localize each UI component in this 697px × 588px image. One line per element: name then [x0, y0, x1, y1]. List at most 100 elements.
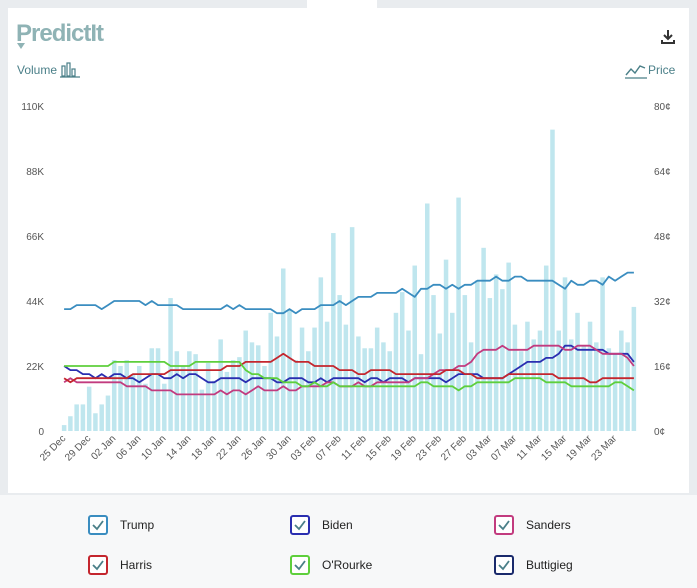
volume-bar	[237, 357, 242, 431]
volume-bar	[531, 339, 536, 431]
volume-bar	[543, 265, 549, 431]
legend-item-biden[interactable]: Biden	[290, 515, 353, 535]
checkbox-orourke[interactable]	[290, 555, 310, 575]
tab-notch	[307, 0, 377, 8]
checkbox-harris[interactable]	[88, 555, 108, 575]
volume-bar	[425, 203, 430, 431]
legend-label-biden: Biden	[322, 518, 353, 532]
volume-bar	[262, 366, 267, 431]
volume-bar	[99, 404, 104, 431]
legend-label-sanders: Sanders	[526, 518, 571, 532]
volume-bar	[349, 227, 355, 431]
volume-bar	[487, 298, 493, 431]
volume-bar	[268, 312, 273, 431]
line-chart-icon	[625, 62, 647, 85]
volume-bar	[80, 404, 86, 431]
volume-bar	[68, 416, 73, 431]
price-tick-label: 16¢	[654, 362, 671, 373]
x-tick-label: 03 Feb	[289, 433, 319, 463]
volume-bar	[281, 268, 286, 431]
legend-label-harris: Harris	[120, 558, 152, 572]
volume-bar	[130, 374, 136, 431]
checkbox-sanders[interactable]	[494, 515, 514, 535]
volume-bar	[481, 247, 486, 431]
volume-bar	[199, 389, 205, 431]
volume-bar	[462, 295, 468, 431]
volume-bar	[418, 354, 424, 431]
x-tick-label: 15 Feb	[364, 433, 394, 463]
price-tick-label: 0¢	[654, 427, 665, 438]
volume-bar	[556, 330, 561, 431]
volume-bar	[86, 386, 92, 431]
volume-bar	[406, 330, 411, 431]
legend-item-harris[interactable]: Harris	[88, 555, 152, 575]
volume-bar	[606, 348, 612, 431]
checkbox-biden[interactable]	[290, 515, 310, 535]
volume-tick-label: 66K	[26, 232, 44, 243]
volume-bar	[393, 312, 399, 431]
volume-bar	[506, 262, 511, 431]
series-line-trump	[64, 271, 634, 315]
x-tick-label: 10 Jan	[139, 433, 168, 462]
volume-bar	[356, 336, 361, 431]
x-tick-label: 29 Dec	[63, 433, 93, 463]
volume-bar	[337, 295, 342, 431]
legend-item-buttigieg[interactable]: Buttigieg	[494, 555, 573, 575]
volume-tick-label: 44K	[26, 297, 44, 308]
volume-axis-title: Volume	[17, 63, 58, 77]
volume-bar	[368, 348, 374, 431]
checkbox-buttigieg[interactable]	[494, 555, 514, 575]
x-tick-label: 02 Jan	[89, 433, 118, 462]
check-icon	[294, 560, 306, 571]
volume-tick-label: 22K	[26, 362, 44, 373]
volume-bar	[493, 274, 499, 431]
download-icon[interactable]	[661, 29, 675, 45]
volume-bar	[562, 277, 568, 431]
legend: Trump Biden Sanders Harris O'Rourke Butt…	[0, 495, 697, 588]
volume-bar	[174, 351, 180, 431]
x-tick-label: 30 Jan	[265, 433, 294, 462]
volume-bar	[525, 321, 530, 431]
check-icon	[92, 520, 104, 531]
x-tick-label: 23 Mar	[589, 433, 619, 463]
legend-label-orourke: O'Rourke	[322, 558, 373, 572]
volume-bar	[569, 339, 574, 431]
volume-bar	[143, 383, 148, 431]
volume-bar	[168, 298, 173, 431]
volume-bar	[331, 233, 336, 431]
predictit-logo: PredictIt	[16, 20, 104, 47]
price-tick-label: 80¢	[654, 102, 671, 113]
volume-bar	[93, 413, 98, 431]
checkbox-trump[interactable]	[88, 515, 108, 535]
volume-bar	[187, 351, 192, 431]
volume-bar	[581, 345, 587, 431]
x-tick-label: 07 Feb	[314, 433, 344, 463]
volume-bar	[180, 366, 186, 431]
volume-bar	[218, 339, 223, 431]
volume-bar	[224, 371, 230, 431]
volume-bar	[243, 330, 248, 431]
volume-tick-label: 88K	[26, 167, 44, 178]
volume-bar	[324, 321, 330, 431]
x-tick-label: 23 Feb	[414, 433, 444, 463]
x-tick-label: 14 Jan	[164, 433, 193, 462]
legend-item-orourke[interactable]: O'Rourke	[290, 555, 372, 575]
volume-bar	[306, 351, 311, 431]
x-tick-label: 03 Mar	[464, 433, 494, 463]
volume-bar	[387, 351, 392, 431]
volume-bar	[450, 312, 455, 431]
x-tick-label: 19 Feb	[389, 433, 419, 463]
volume-bar	[537, 330, 543, 431]
volume-bar	[105, 395, 111, 431]
check-icon	[92, 560, 104, 571]
x-tick-label: 15 Mar	[539, 433, 569, 463]
volume-bar	[587, 321, 593, 431]
volume-bar	[111, 360, 117, 431]
volume-bar	[312, 327, 317, 431]
x-tick-label: 11 Feb	[340, 433, 370, 463]
legend-item-trump[interactable]: Trump	[88, 515, 154, 535]
legend-item-sanders[interactable]: Sanders	[494, 515, 571, 535]
series-line-orourke	[64, 360, 635, 392]
volume-bar	[318, 277, 324, 431]
volume-bar	[437, 333, 443, 431]
